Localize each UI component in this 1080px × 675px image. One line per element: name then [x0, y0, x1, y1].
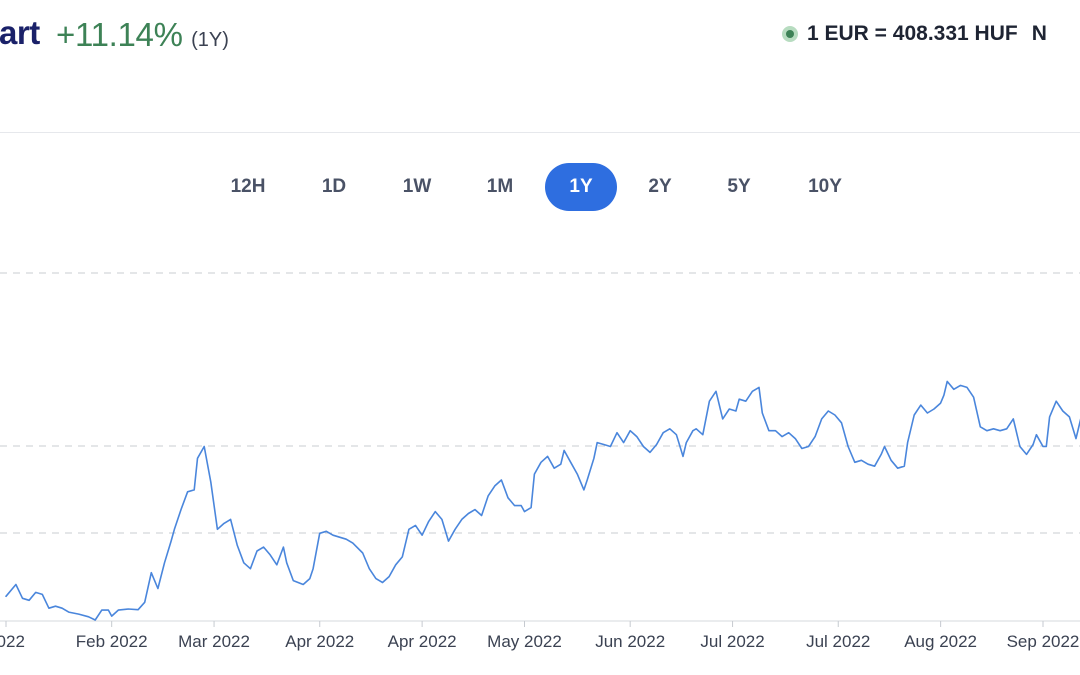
range-tab-2y[interactable]: 2Y — [648, 176, 672, 197]
page-title: art — [0, 14, 40, 51]
header-divider — [0, 132, 1080, 133]
range-tab-1w[interactable]: 1W — [402, 176, 432, 197]
rate-trailing-text: N — [1031, 22, 1047, 45]
range-tab-1d[interactable]: 1D — [321, 176, 347, 197]
x-tick-label: Jun 2022 — [595, 632, 665, 651]
x-tick-label: Sep 2022 — [1007, 632, 1080, 651]
range-tab-1y[interactable]: 1Y — [545, 163, 617, 211]
range-tabs: 12H 1D 1W 1M 1Y 2Y 5Y 10Y — [0, 163, 1080, 213]
range-tab-1m[interactable]: 1M — [486, 176, 514, 197]
x-tick-label: Mar 2022 — [178, 632, 250, 651]
rate-text: 1 EUR = 408.331 HUF — [807, 22, 1018, 45]
range-tab-5y[interactable]: 5Y — [727, 176, 751, 197]
x-tick-label: Jul 2022 — [806, 632, 870, 651]
x-tick-label: May 2022 — [487, 632, 562, 651]
change-summary: +11.14% (1Y) — [56, 16, 229, 54]
x-tick-label: 2022 — [0, 632, 25, 651]
x-tick-label: Feb 2022 — [76, 632, 148, 651]
series-line — [5, 380, 1080, 621]
exchange-rate: 1 EUR = 408.331 HUF N — [782, 22, 1047, 46]
x-tick-label: Apr 2022 — [388, 632, 457, 651]
change-period: (1Y) — [191, 29, 229, 51]
live-dot-icon — [782, 26, 798, 42]
x-tick-label: Apr 2022 — [285, 632, 354, 651]
x-tick-label: Aug 2022 — [904, 632, 977, 651]
range-tab-12h[interactable]: 12H — [230, 176, 266, 197]
range-tab-10y[interactable]: 10Y — [808, 176, 842, 197]
x-tick-label: Jul 2022 — [700, 632, 764, 651]
change-percent: +11.14% — [56, 16, 183, 53]
